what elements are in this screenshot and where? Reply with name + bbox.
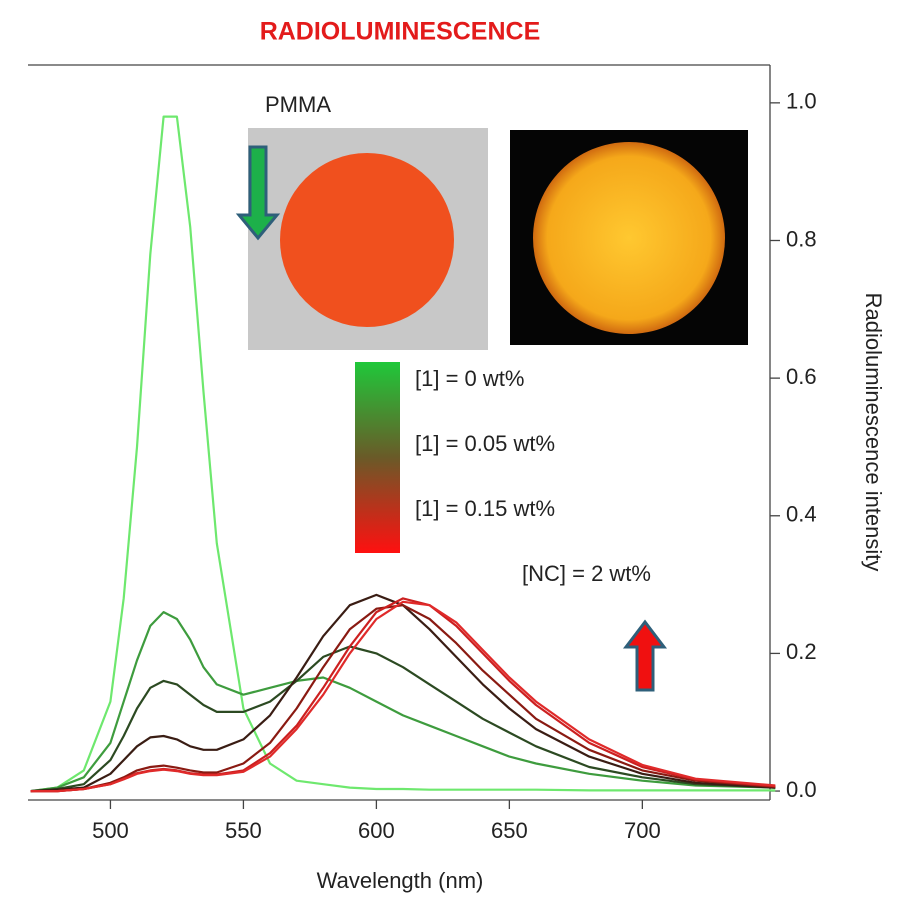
gradient-bar bbox=[355, 362, 400, 553]
x-tick-label: 600 bbox=[358, 818, 395, 843]
x-tick-label: 650 bbox=[491, 818, 528, 843]
series-line bbox=[30, 611, 776, 793]
x-axis-label: Wavelength (nm) bbox=[317, 868, 484, 893]
x-tick-label: 500 bbox=[92, 818, 129, 843]
x-tick-label: 550 bbox=[225, 818, 262, 843]
photo-pmma bbox=[248, 128, 488, 350]
annotation: [1] = 0 wt% bbox=[415, 366, 524, 391]
arrow-up bbox=[622, 619, 668, 692]
y-tick-label: 0.4 bbox=[786, 502, 817, 527]
chart-title: RADIOLUMINESCENCE bbox=[260, 18, 541, 46]
series-line bbox=[30, 600, 776, 793]
annotation: PMMA bbox=[265, 92, 331, 117]
photo-glow bbox=[510, 130, 748, 345]
y-tick-label: 1.0 bbox=[786, 89, 817, 114]
series-line bbox=[30, 115, 776, 793]
annotation: [1] = 0.05 wt% bbox=[415, 431, 555, 456]
y-tick-label: 0.8 bbox=[786, 226, 817, 251]
series-line bbox=[30, 593, 776, 793]
arrow-down bbox=[235, 145, 281, 241]
series-line bbox=[30, 645, 776, 793]
y-axis-label: Radioluminescence intensity bbox=[861, 293, 886, 572]
x-tick-label: 700 bbox=[624, 818, 661, 843]
annotation: [1] = 0.15 wt% bbox=[415, 496, 555, 521]
plot-frame bbox=[28, 64, 771, 801]
y-tick-label: 0.6 bbox=[786, 364, 817, 389]
series-line bbox=[30, 597, 776, 793]
annotation: [NC] = 2 wt% bbox=[522, 561, 651, 586]
y-tick-label: 0.2 bbox=[786, 639, 817, 664]
series-line bbox=[30, 604, 776, 793]
y-tick-label: 0.0 bbox=[786, 777, 817, 802]
